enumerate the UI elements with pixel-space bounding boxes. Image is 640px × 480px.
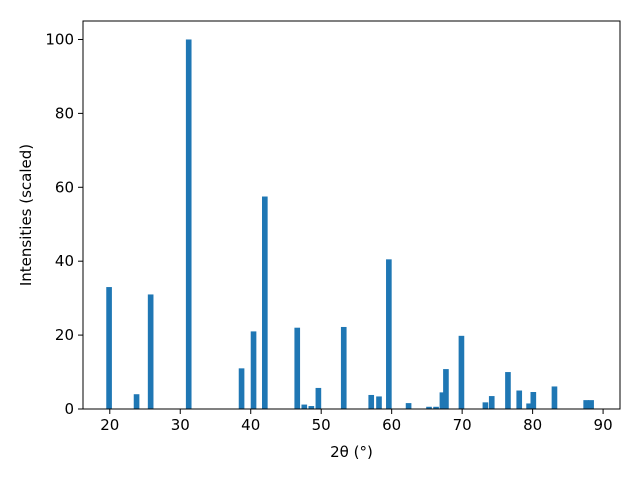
bar [340,326,347,409]
bar [315,387,322,409]
plot-frame [82,20,621,410]
bar [185,39,192,409]
bar [147,294,154,409]
bar [386,259,392,409]
x-axis-ticks: 20 30 40 50 60 70 80 90 [100,409,613,434]
bar [294,327,301,409]
x-tick-label: 40 [241,416,260,434]
x-tick-label: 50 [312,416,331,434]
bar [505,372,511,409]
y-tick-label: 0 [64,400,74,418]
bar [583,400,589,409]
y-axis-label: Intensities (scaled) [17,144,35,286]
bar [588,400,594,409]
y-tick-label: 100 [45,30,74,48]
bar [458,335,465,409]
x-tick-label: 90 [594,416,613,434]
bar [405,403,412,409]
bar [488,396,495,409]
y-tick-label: 20 [55,326,74,344]
bars-group [106,39,594,409]
x-tick-label: 60 [382,416,401,434]
bar [368,394,375,409]
bar [433,406,439,409]
bar [530,392,537,409]
bar [526,403,532,409]
y-tick-label: 60 [55,178,74,196]
x-tick-label: 20 [100,416,119,434]
bar [426,406,432,409]
x-tick-label: 70 [453,416,472,434]
bar [301,404,308,409]
bar [238,368,245,409]
bar [443,369,449,409]
y-axis-ticks: 0 20 40 60 80 100 [45,30,83,418]
bar [551,386,558,409]
bar [133,394,140,409]
bar [262,196,268,409]
x-axis-label: 2θ (°) [330,443,373,461]
bar [308,406,315,409]
bar [516,390,523,409]
bar [482,402,489,409]
x-tick-label: 30 [171,416,190,434]
y-tick-label: 80 [55,104,74,122]
bar [106,287,112,409]
bar [439,392,446,409]
bar [376,396,382,409]
x-tick-label: 80 [523,416,542,434]
y-tick-label: 40 [55,252,74,270]
bar [250,331,257,409]
